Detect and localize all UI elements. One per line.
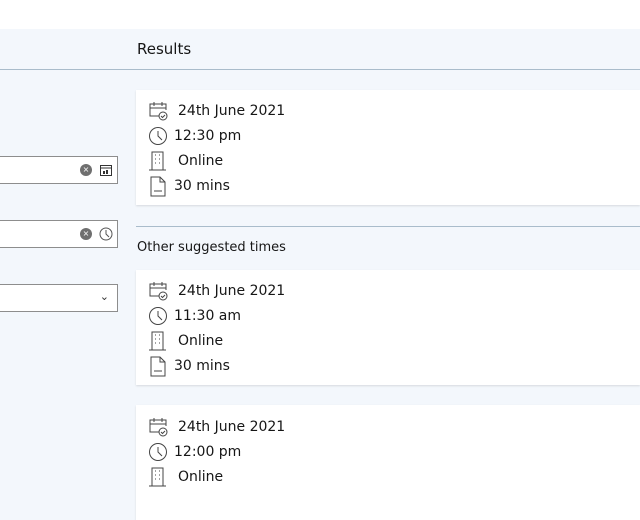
suggested-card[interactable]: 24th June 2021 12:00 pm Online	[136, 405, 640, 520]
building-icon	[149, 151, 166, 170]
clock-icon[interactable]	[99, 227, 113, 241]
document-icon	[150, 356, 166, 376]
calendar-icon[interactable]	[99, 163, 113, 177]
calendar-check-icon	[149, 281, 168, 300]
calendar-check-icon	[149, 101, 168, 120]
clock-icon	[149, 126, 167, 145]
other-times-heading: Other suggested times	[137, 240, 286, 255]
results-heading: Results	[137, 40, 192, 58]
clear-icon[interactable]: ×	[80, 164, 92, 176]
date-input[interactable]: ×	[0, 156, 118, 184]
divider	[0, 69, 640, 70]
clock-icon	[149, 442, 167, 461]
select-dropdown[interactable]: ⌄	[0, 284, 118, 312]
chevron-down-icon: ⌄	[99, 290, 109, 303]
top-bar	[0, 0, 640, 29]
result-card[interactable]: 24th June 2021 12:30 pm Online 30 mins	[136, 90, 640, 205]
building-icon	[149, 467, 166, 486]
document-icon	[150, 176, 166, 196]
divider	[136, 226, 640, 227]
clear-icon[interactable]: ×	[80, 228, 92, 240]
building-icon	[149, 331, 166, 350]
calendar-check-icon	[149, 417, 168, 436]
time-input[interactable]: ×	[0, 220, 118, 248]
clock-icon	[149, 306, 167, 325]
suggested-card[interactable]: 24th June 2021 11:30 am Online 30 mins	[136, 270, 640, 385]
